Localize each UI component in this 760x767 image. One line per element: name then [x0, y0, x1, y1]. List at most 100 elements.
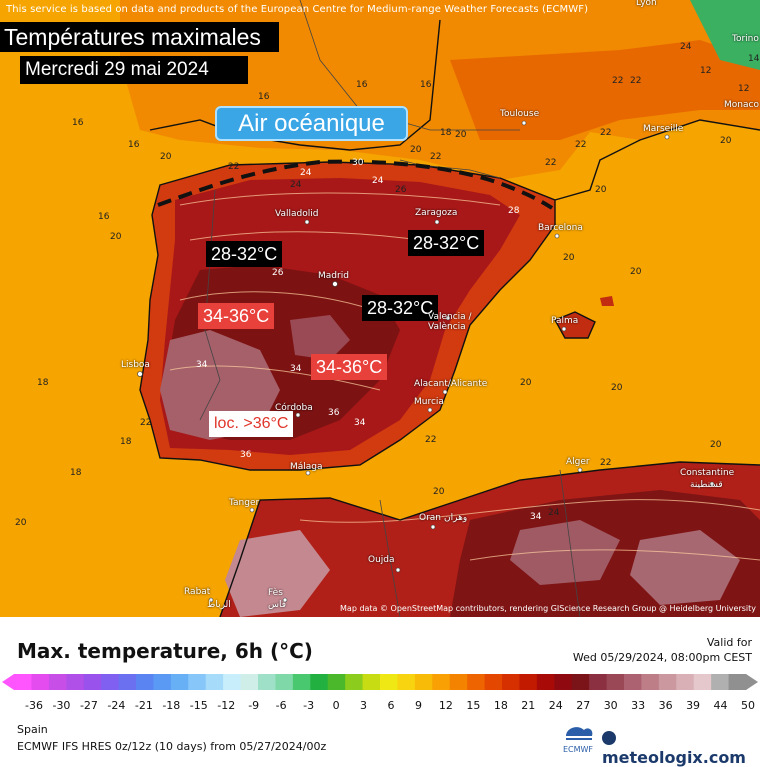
scale-color-cell	[606, 674, 625, 690]
city-label: Barcelona	[538, 223, 583, 233]
air-oceanique-label: Air océanique	[215, 106, 408, 141]
city-label: Oujda	[368, 555, 395, 565]
isotherm-label: 16	[128, 140, 140, 150]
isotherm-label: 20	[710, 440, 722, 450]
brand-text: meteologix.com	[602, 748, 746, 767]
isotherm-label: 18	[440, 128, 452, 138]
isotherm-label: 20	[720, 136, 732, 146]
isotherm-label: 20	[455, 130, 467, 140]
isotherm-label: 20	[433, 487, 445, 497]
scale-color-cell	[170, 674, 189, 690]
city-label: فاس	[268, 600, 287, 610]
isotherm-label: 20	[110, 232, 122, 242]
isotherm-label: 36	[328, 408, 340, 418]
city-label: وهران	[444, 513, 468, 523]
city-label: Alger	[566, 457, 590, 467]
scale-tick-label: 15	[466, 699, 481, 712]
scale-tick-label: -30	[52, 699, 71, 712]
scale-tick-label: -21	[134, 699, 153, 712]
scale-tick-label: -15	[189, 699, 208, 712]
region-label-west-hot: 34-36°C	[198, 303, 275, 329]
isotherm-label: 26	[395, 185, 407, 195]
region-label-local-max: loc. >36°C	[209, 411, 294, 437]
scale-color-cell	[240, 674, 259, 690]
isotherm-label: 28	[508, 206, 520, 216]
isotherm-label: 24	[290, 180, 302, 190]
isotherm-label: 18	[70, 468, 82, 478]
city-label: Lisboa	[121, 360, 150, 370]
svg-text:ECMWF: ECMWF	[563, 745, 593, 754]
isotherm-label: 22	[140, 418, 152, 428]
scale-color-cell	[676, 674, 695, 690]
isotherm-label: 12	[738, 84, 750, 94]
scale-color-cell	[624, 674, 642, 690]
city-label: Torino	[732, 34, 759, 44]
isotherm-label: 18	[120, 437, 132, 447]
city-label: Tanger	[229, 498, 260, 508]
scale-color-cell	[641, 674, 660, 690]
city-label: Oran	[419, 513, 442, 523]
scale-color-cell	[502, 674, 520, 690]
scale-color-cell	[693, 674, 712, 690]
scale-color-cell	[153, 674, 172, 690]
scale-tick-label: 36	[658, 699, 673, 712]
isotherm-label: 16	[420, 80, 432, 90]
legend-title: Max. temperature, 6h (°C)	[17, 639, 313, 663]
scale-color-cell	[397, 674, 416, 690]
weather-map: This service is based on data and produc…	[0, 0, 760, 617]
scale-color-cell	[275, 674, 294, 690]
model-info: ECMWF IFS HRES 0z/12z (10 days) from 05/…	[17, 740, 327, 753]
isotherm-label: 18	[37, 378, 49, 388]
city-label: Rabat	[184, 587, 211, 597]
city-label: Palma	[551, 316, 579, 326]
scale-tick-label: 18	[493, 699, 508, 712]
isotherm-label: 20	[410, 145, 422, 155]
isotherm-label: 12	[700, 66, 712, 76]
scale-tick-label: 0	[332, 699, 340, 712]
city-label: Lyon	[636, 0, 657, 8]
scale-tick-label: 3	[360, 699, 368, 712]
city-label: Toulouse	[500, 109, 540, 119]
scale-color-cell	[536, 674, 555, 690]
city-label: Valencia / València	[428, 312, 472, 332]
scale-color-cell	[414, 674, 433, 690]
scale-color-cell	[362, 674, 381, 690]
isotherm-label: 20	[160, 152, 172, 162]
city-label: Fès	[268, 588, 283, 598]
scale-color-cell	[258, 674, 276, 690]
scale-tick-label: 30	[603, 699, 618, 712]
city-label: Málaga	[290, 462, 323, 472]
isotherm-label: 14	[748, 54, 760, 64]
isotherm-label: 22	[630, 76, 642, 86]
city-label: Murcia	[414, 397, 444, 407]
scale-color-cell	[484, 674, 503, 690]
isotherm-label: 26	[272, 268, 284, 278]
scale-tick-label: 44	[713, 699, 728, 712]
scale-tick-label: 24	[548, 699, 563, 712]
scale-color-cell	[136, 674, 154, 690]
scale-color-cell	[519, 674, 538, 690]
scale-color-cell	[571, 674, 590, 690]
city-label: Monaco	[724, 100, 759, 110]
scale-color-cell	[188, 674, 207, 690]
scale-tick-label: 6	[387, 699, 395, 712]
city-label: Alacant/Alicante	[414, 379, 488, 389]
isotherm-label: 20	[595, 185, 607, 195]
isotherm-label: 30	[352, 158, 364, 168]
isotherm-label: 22	[545, 158, 557, 168]
scale-color-cell	[14, 674, 32, 690]
scale-tick-label: -18	[162, 699, 181, 712]
valid-label: Valid for	[706, 636, 752, 649]
scale-color-cell	[345, 674, 364, 690]
scale-tick-label: 12	[438, 699, 453, 712]
isotherm-label: 20	[630, 267, 642, 277]
scale-tick-label: -9	[248, 699, 260, 712]
city-label: Constantine	[680, 468, 735, 478]
scale-tick-label: 50	[741, 699, 755, 712]
scale-color-cell	[310, 674, 329, 690]
scale-color-cell	[83, 674, 102, 690]
scale-color-cell	[101, 674, 120, 690]
city-label: قسنطينة	[690, 480, 723, 490]
isotherm-label: 20	[563, 253, 575, 263]
isotherm-label: 22	[600, 128, 612, 138]
